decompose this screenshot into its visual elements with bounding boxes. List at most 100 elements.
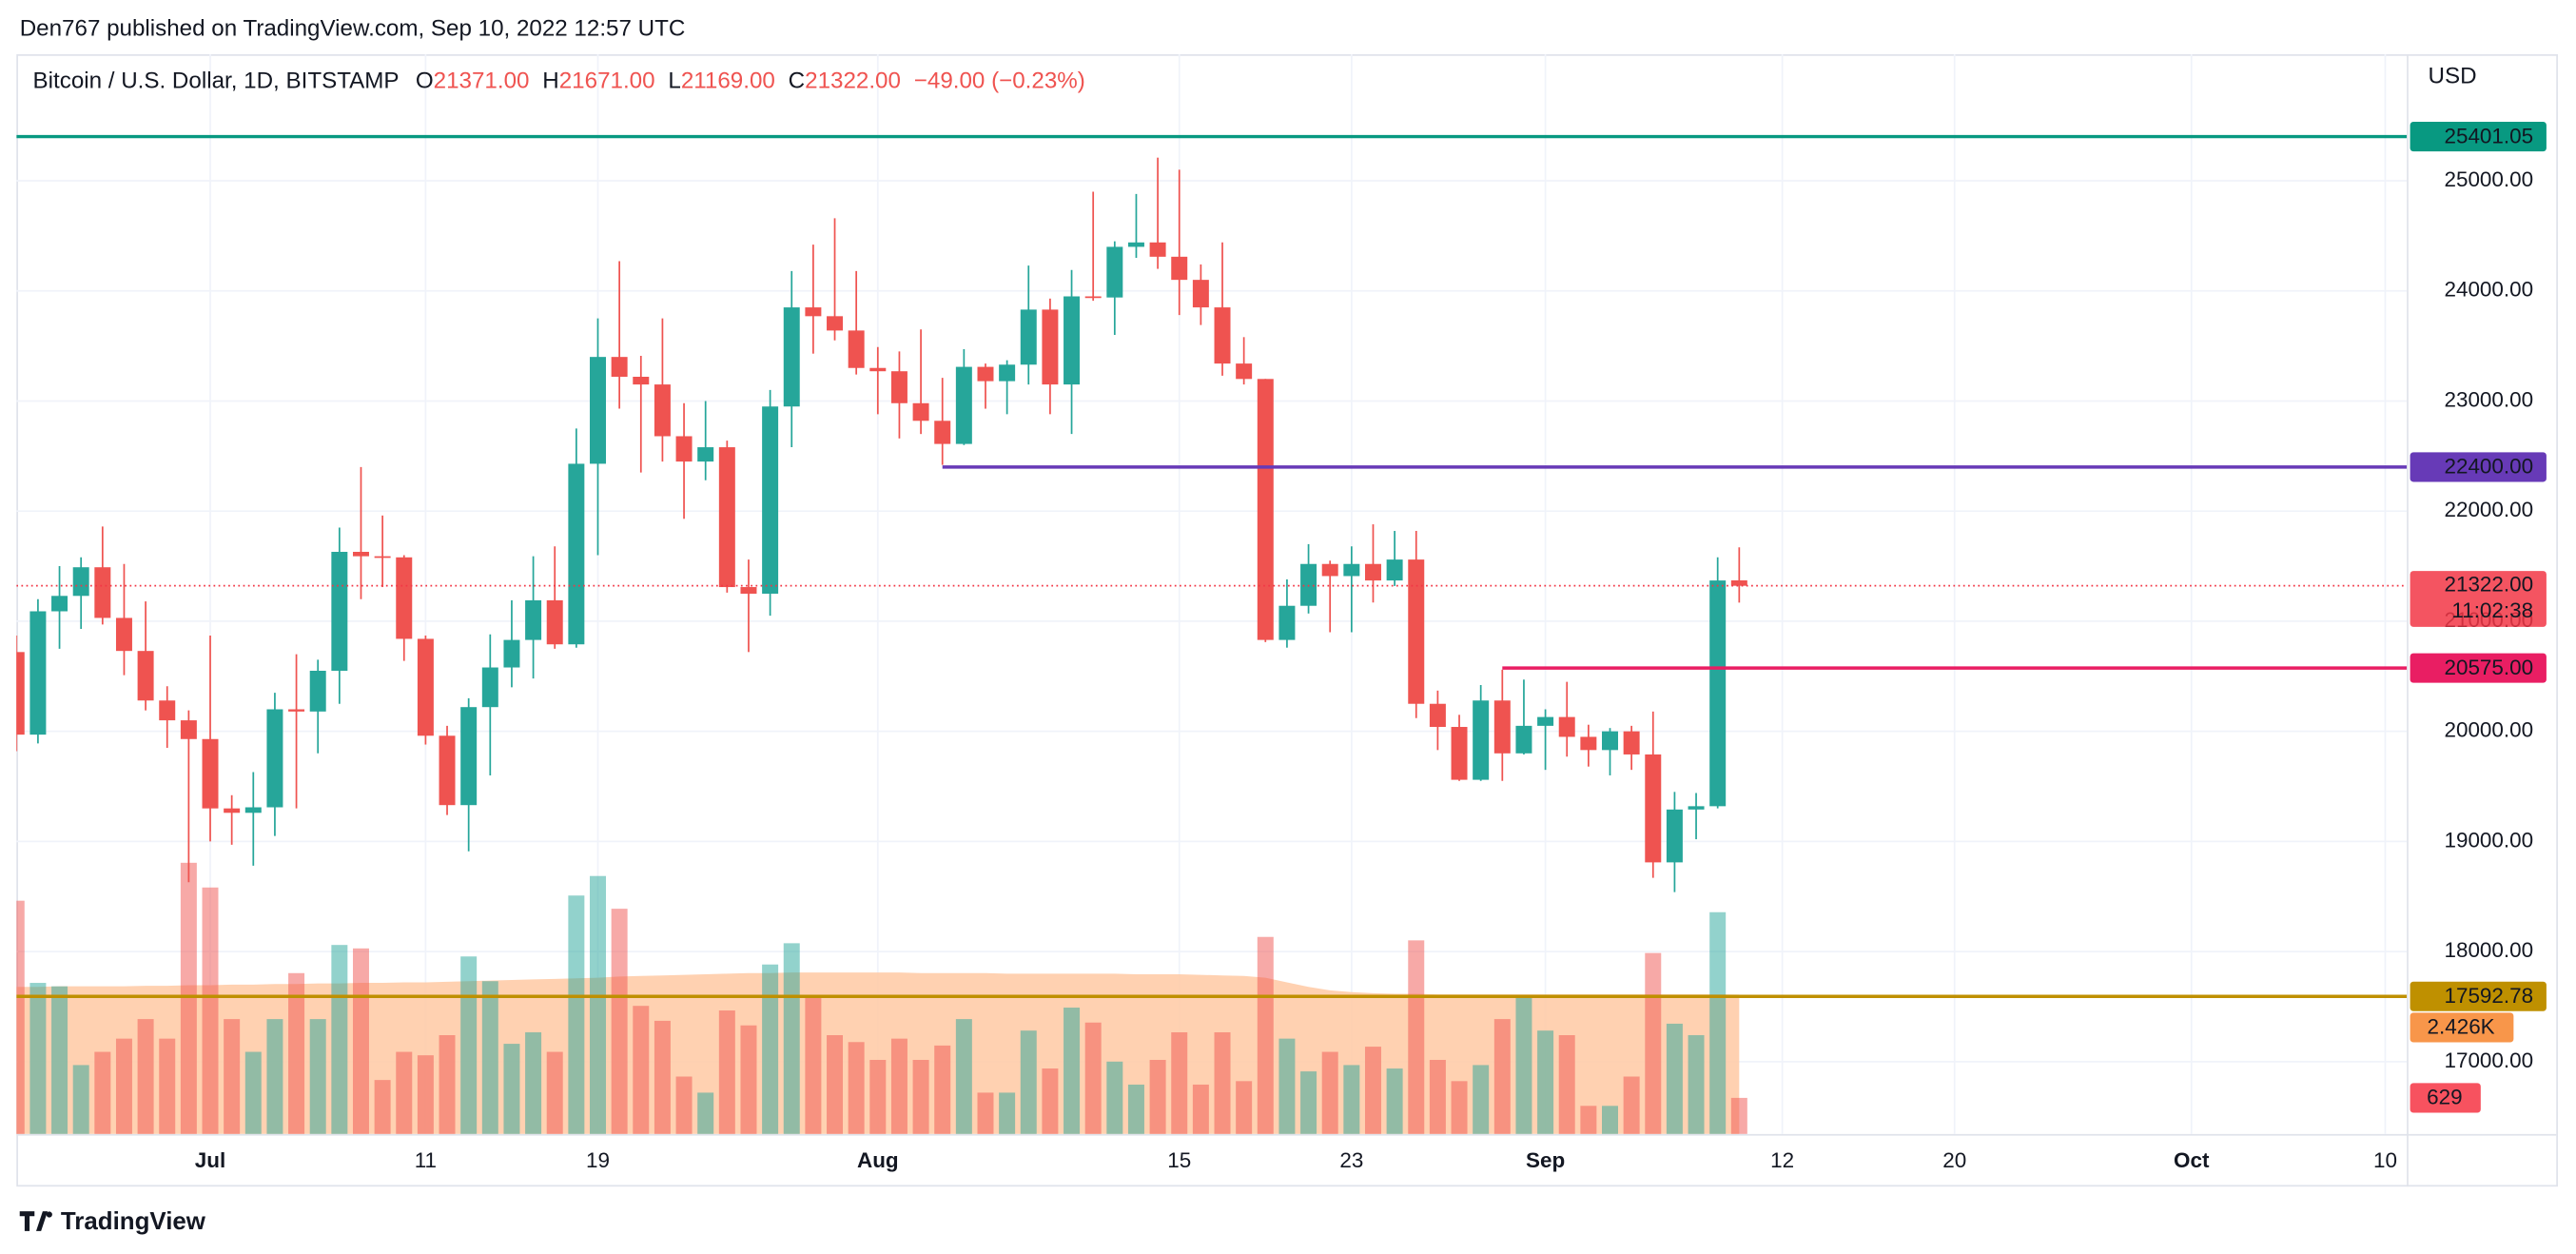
volume-bar [503, 1044, 520, 1134]
candle-body [934, 421, 951, 444]
candle-body [1515, 725, 1532, 754]
volume-bar [1451, 1081, 1468, 1134]
volume-bar [783, 943, 800, 1134]
legend-key: O [416, 69, 434, 94]
candle-body [309, 671, 326, 712]
y-tick-label: 24000.00 [2445, 278, 2534, 302]
x-tick-label: Aug [857, 1148, 899, 1172]
logo-dot [46, 1211, 52, 1218]
volume-bar [934, 1045, 951, 1134]
volume-bar [869, 1059, 887, 1134]
candle-body [224, 808, 241, 813]
candle-body [1473, 700, 1490, 780]
candle-body [675, 436, 693, 462]
x-tick-label: Sep [1526, 1148, 1565, 1172]
y-tick-label: 25000.00 [2445, 167, 2534, 191]
volume-bar [1042, 1068, 1059, 1134]
volume-bar [1278, 1038, 1296, 1134]
candle-body [1602, 731, 1618, 751]
candle-body [590, 357, 606, 464]
y-tick-label: 17000.00 [2445, 1048, 2534, 1072]
legend-change: −49.00 (−0.23%) [914, 69, 1085, 94]
volume-bar [244, 1051, 262, 1134]
volume-bar [1171, 1031, 1188, 1134]
candle-body [740, 587, 757, 594]
volume-bar [1558, 1035, 1575, 1134]
candle-body [890, 371, 907, 403]
volume-label: 629 [2427, 1086, 2462, 1109]
last-price-tag-bg [2410, 571, 2547, 627]
legend-value: 21671.00 [559, 69, 655, 94]
volume-bar [955, 1019, 972, 1134]
candle-body [1429, 703, 1446, 728]
volume-bar [159, 1038, 176, 1134]
candle-body [1084, 296, 1102, 299]
y-tick-label: 18000.00 [2445, 938, 2534, 962]
volume-bar [827, 1035, 844, 1134]
volume-bar [1214, 1031, 1231, 1134]
x-tick-label: 19 [586, 1148, 610, 1172]
volume-bar [1020, 1030, 1037, 1134]
volume-bar [546, 1051, 563, 1134]
volume-bar [805, 997, 822, 1134]
volume-bar [740, 1025, 757, 1134]
volume-bar [51, 986, 68, 1134]
grid [16, 54, 2408, 1134]
volume-bar [912, 1059, 929, 1134]
x-tick-label: 11 [415, 1148, 437, 1172]
candle-body [525, 599, 542, 640]
candle-body [1666, 809, 1683, 863]
candle-body [1580, 736, 1597, 751]
candle-body [1645, 754, 1662, 863]
volume-bar [1580, 1106, 1597, 1134]
volume-bar [762, 964, 779, 1134]
candle-body [1257, 379, 1274, 640]
price-tag-bg [2410, 452, 2547, 482]
y-axis-label: USD [2429, 64, 2477, 89]
volume-bar [1321, 1051, 1338, 1134]
candle-body [762, 406, 779, 594]
candle-body [1558, 716, 1575, 737]
volume-bar [396, 1051, 413, 1134]
candle-body [1127, 242, 1144, 247]
candle-body [396, 557, 413, 639]
candle-body [1300, 563, 1317, 606]
x-tick-label: Oct [2174, 1148, 2210, 1172]
price-tag-bg [2410, 122, 2547, 152]
candle-body [1537, 716, 1554, 726]
candle-body [977, 366, 994, 382]
price-tag-bg [2410, 653, 2547, 683]
candle-body [72, 567, 89, 597]
price-tag-label: 17592.78 [2445, 984, 2534, 1008]
candle-body [654, 384, 671, 437]
y-tick-label: 23000.00 [2445, 387, 2534, 411]
volume-bar [460, 956, 478, 1134]
candle-body [999, 364, 1016, 382]
volume-bar [999, 1092, 1016, 1134]
candle-body [1386, 559, 1403, 581]
volume-bar [977, 1092, 994, 1134]
candle-body [1106, 246, 1123, 298]
volume-bar [1343, 1065, 1360, 1134]
volume-bar [1192, 1084, 1209, 1134]
volume-bar [1666, 1023, 1683, 1134]
volume-bar [94, 1051, 111, 1134]
candle-body [374, 556, 391, 558]
candle-body [869, 367, 887, 372]
volume-bar [1300, 1071, 1317, 1134]
candle-body [94, 567, 111, 618]
candle-body [1623, 731, 1640, 754]
candle-body [417, 638, 434, 736]
candle-body [546, 599, 563, 645]
volume-bar [1236, 1081, 1253, 1134]
candle-body [244, 807, 262, 813]
legend-value: 21322.00 [805, 69, 901, 94]
price-tag-label: 22400.00 [2445, 455, 2534, 479]
candle-body [827, 316, 844, 331]
x-tick-label: 12 [1770, 1148, 1794, 1172]
candle-body [848, 330, 865, 368]
candle-body [51, 596, 68, 612]
candle-body [202, 738, 219, 809]
volume-bar [1257, 936, 1274, 1134]
volume-bar [16, 900, 25, 1134]
